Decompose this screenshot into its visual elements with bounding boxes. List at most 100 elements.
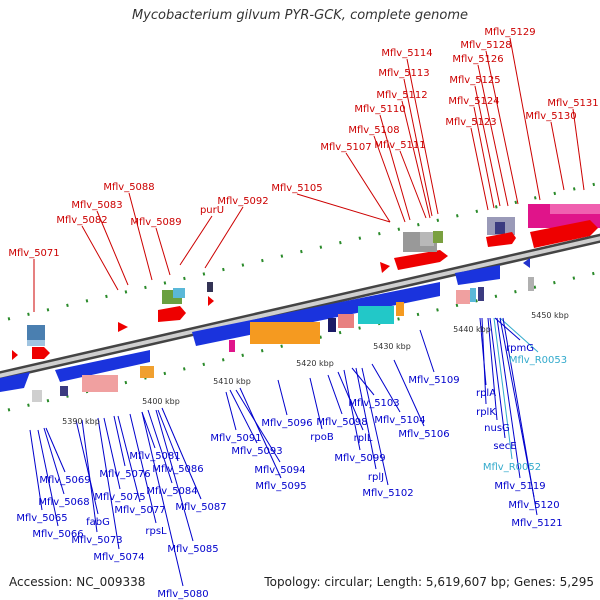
plus-track-dots bbox=[7, 181, 600, 321]
gene-label-mflv-5108[interactable]: Mflv_5108 bbox=[348, 125, 399, 136]
gene-label-mflv-5111[interactable]: Mflv_5111 bbox=[374, 140, 425, 151]
gene-label-mflv-5087[interactable]: Mflv_5087 bbox=[175, 502, 226, 513]
leader-line-rplj bbox=[355, 367, 377, 470]
leader-line-mflv-5084 bbox=[147, 409, 173, 484]
gene-label-mflv-5103[interactable]: Mflv_5103 bbox=[348, 398, 399, 409]
gene-labels-top: Mflv_5071 Mflv_5082 Mflv_5083 Mflv_5088 Mflv… bbox=[8, 27, 598, 259]
gene-label-mflv-5094[interactable]: Mflv_5094 bbox=[254, 465, 305, 476]
gene-label-mflv-5121[interactable]: Mflv_5121 bbox=[511, 518, 562, 529]
gene-label-mflv-5114[interactable]: Mflv_5114 bbox=[381, 48, 432, 59]
scale-label-5440-kbp: 5440 kbp bbox=[453, 325, 491, 334]
gene-label-mflv-5084[interactable]: Mflv_5084 bbox=[146, 486, 197, 497]
gene-label-mflv-5130[interactable]: Mflv_5130 bbox=[525, 111, 576, 122]
gene-label-mflv-5071[interactable]: Mflv_5071 bbox=[8, 248, 59, 259]
leader-line-fabg bbox=[75, 419, 99, 515]
leader-line-mflv-5096 bbox=[277, 379, 288, 416]
leader-line-mflv-5089 bbox=[155, 227, 171, 276]
leader-line-mflv-5075 bbox=[103, 417, 121, 490]
gene-label-mflv-5083[interactable]: Mflv_5083 bbox=[71, 200, 122, 211]
leader-line-mflv-5111 bbox=[399, 150, 427, 219]
gene-label-mflv-5069[interactable]: Mflv_5069 bbox=[39, 475, 90, 486]
gene-label-mflv-5085[interactable]: Mflv_5085 bbox=[167, 544, 218, 555]
gene-label-mflv-5065[interactable]: Mflv_5065 bbox=[16, 513, 67, 524]
gene-label-mflv-5086[interactable]: Mflv_5086 bbox=[152, 464, 203, 475]
gene-label-mflv-r0052[interactable]: Mflv_R0052 bbox=[483, 462, 541, 473]
gene-label-mflv-5125[interactable]: Mflv_5125 bbox=[449, 75, 500, 86]
gene-label-mflv-5110[interactable]: Mflv_5110 bbox=[354, 104, 405, 115]
leader-line-mflv-5088 bbox=[128, 192, 153, 281]
gene-label-rpsl[interactable]: rpsL bbox=[145, 526, 167, 537]
gene-label-mflv-5092[interactable]: Mflv_5092 bbox=[217, 196, 268, 207]
leader-line-mflv-5080 bbox=[141, 411, 184, 587]
gene-label-mflv-5113[interactable]: Mflv_5113 bbox=[378, 68, 429, 79]
gene-label-mflv-5126[interactable]: Mflv_5126 bbox=[452, 54, 503, 65]
gene-label-sece[interactable]: secE bbox=[493, 441, 516, 452]
gene-label-fabg[interactable]: fabG bbox=[86, 517, 110, 528]
leader-line-mflv-5087 bbox=[161, 407, 202, 500]
leader-line-mflv-r0053 bbox=[499, 317, 539, 353]
genome-summary-label: Topology: circular; Length: 5,619,607 bp… bbox=[264, 575, 594, 589]
gene-label-mflv-5102[interactable]: Mflv_5102 bbox=[362, 488, 413, 499]
gene-label-mflv-5104[interactable]: Mflv_5104 bbox=[374, 415, 425, 426]
gene-label-mflv-5077[interactable]: Mflv_5077 bbox=[114, 505, 165, 516]
gene-label-puru[interactable]: purU bbox=[200, 205, 224, 216]
gene-label-mflv-5106[interactable]: Mflv_5106 bbox=[398, 429, 449, 440]
gene-label-rpll[interactable]: rplL bbox=[354, 433, 373, 444]
gene-label-mflv-5091[interactable]: Mflv_5091 bbox=[210, 433, 261, 444]
gene-label-mflv-5073[interactable]: Mflv_5073 bbox=[71, 535, 122, 546]
gene-label-mflv-r0053[interactable]: Mflv_R0053 bbox=[509, 355, 567, 366]
gene-label-mflv-5068[interactable]: Mflv_5068 bbox=[38, 497, 89, 508]
leader-line-mflv-5081 bbox=[141, 411, 156, 449]
genome-backbone-highlight bbox=[0, 236, 600, 378]
gene-label-mflv-5096[interactable]: Mflv_5096 bbox=[261, 418, 312, 429]
gene-label-mflv-5098[interactable]: Mflv_5098 bbox=[316, 417, 367, 428]
leader-line-mflv-5128 bbox=[485, 50, 519, 205]
gene-label-rpla[interactable]: rplA bbox=[476, 388, 496, 399]
gene-label-rplj[interactable]: rplJ bbox=[368, 472, 384, 483]
leader-line-rpsl bbox=[129, 413, 157, 524]
map-title: Mycobacterium gilvum PYR-GCK, complete g… bbox=[131, 8, 469, 23]
gene-label-mflv-5066[interactable]: Mflv_5066 bbox=[32, 529, 83, 540]
leader-line-mflv-5092 bbox=[204, 206, 244, 269]
leader-line-mflv-5105 bbox=[296, 193, 391, 223]
leader-line-sece bbox=[489, 317, 506, 439]
gene-label-mflv-5112[interactable]: Mflv_5112 bbox=[376, 90, 427, 101]
gene-label-mflv-5095[interactable]: Mflv_5095 bbox=[255, 481, 306, 492]
scale-labels: 5390 kbp 5400 kbp 5410 kbp 5420 kbp 5430 kbp… bbox=[62, 311, 569, 426]
gene-label-mflv-5129[interactable]: Mflv_5129 bbox=[484, 27, 535, 38]
gene-label-mflv-5081[interactable]: Mflv_5081 bbox=[129, 451, 180, 462]
gene-label-mflv-5107[interactable]: Mflv_5107 bbox=[320, 142, 371, 153]
gene-label-mflv-5123[interactable]: Mflv_5123 bbox=[445, 117, 496, 128]
scale-label-5410-kbp: 5410 kbp bbox=[213, 377, 251, 386]
scale-label-5420-kbp: 5420 kbp bbox=[296, 359, 334, 368]
gene-label-mflv-5120[interactable]: Mflv_5120 bbox=[508, 500, 559, 511]
gene-label-mflv-5128[interactable]: Mflv_5128 bbox=[460, 40, 511, 51]
leader-line-mflv-5107 bbox=[345, 152, 391, 223]
gene-label-mflv-5124[interactable]: Mflv_5124 bbox=[448, 96, 499, 107]
accession-label: Accession: NC_009338 bbox=[9, 575, 146, 589]
gene-label-mflv-5088[interactable]: Mflv_5088 bbox=[103, 182, 154, 193]
gene-label-mflv-5089[interactable]: Mflv_5089 bbox=[130, 217, 181, 228]
gene-label-rplk[interactable]: rplK bbox=[476, 407, 496, 418]
leader-line-mflv-5119 bbox=[496, 317, 521, 479]
gene-label-mflv-5109[interactable]: Mflv_5109 bbox=[408, 375, 459, 386]
leader-line-mflv-5114 bbox=[406, 58, 439, 215]
gene-label-mflv-5080[interactable]: Mflv_5080 bbox=[157, 589, 208, 600]
gene-label-mflv-5105[interactable]: Mflv_5105 bbox=[271, 183, 322, 194]
gene-label-mflv-5093[interactable]: Mflv_5093 bbox=[231, 446, 282, 457]
gene-label-mflv-5131[interactable]: Mflv_5131 bbox=[547, 98, 598, 109]
gene-label-rpob[interactable]: rpoB bbox=[310, 432, 334, 443]
gene-label-mflv-5075[interactable]: Mflv_5075 bbox=[94, 492, 145, 503]
gene-label-mflv-5119[interactable]: Mflv_5119 bbox=[494, 481, 545, 492]
leader-line-mflv-r0052 bbox=[493, 317, 513, 460]
leader-line-mflv-5076 bbox=[113, 415, 126, 467]
leader-line-mflv-5103 bbox=[351, 367, 375, 396]
gene-label-mflv-5099[interactable]: Mflv_5099 bbox=[334, 453, 385, 464]
gene-label-mflv-5076[interactable]: Mflv_5076 bbox=[99, 469, 150, 480]
gene-label-nusg[interactable]: nusG bbox=[484, 423, 510, 434]
gene-label-mflv-5082[interactable]: Mflv_5082 bbox=[56, 215, 107, 226]
leader-line-mflv-5082 bbox=[81, 225, 119, 291]
gene-label-mflv-5074[interactable]: Mflv_5074 bbox=[93, 552, 144, 563]
gene-label-rpmg[interactable]: rpmG bbox=[506, 343, 534, 354]
